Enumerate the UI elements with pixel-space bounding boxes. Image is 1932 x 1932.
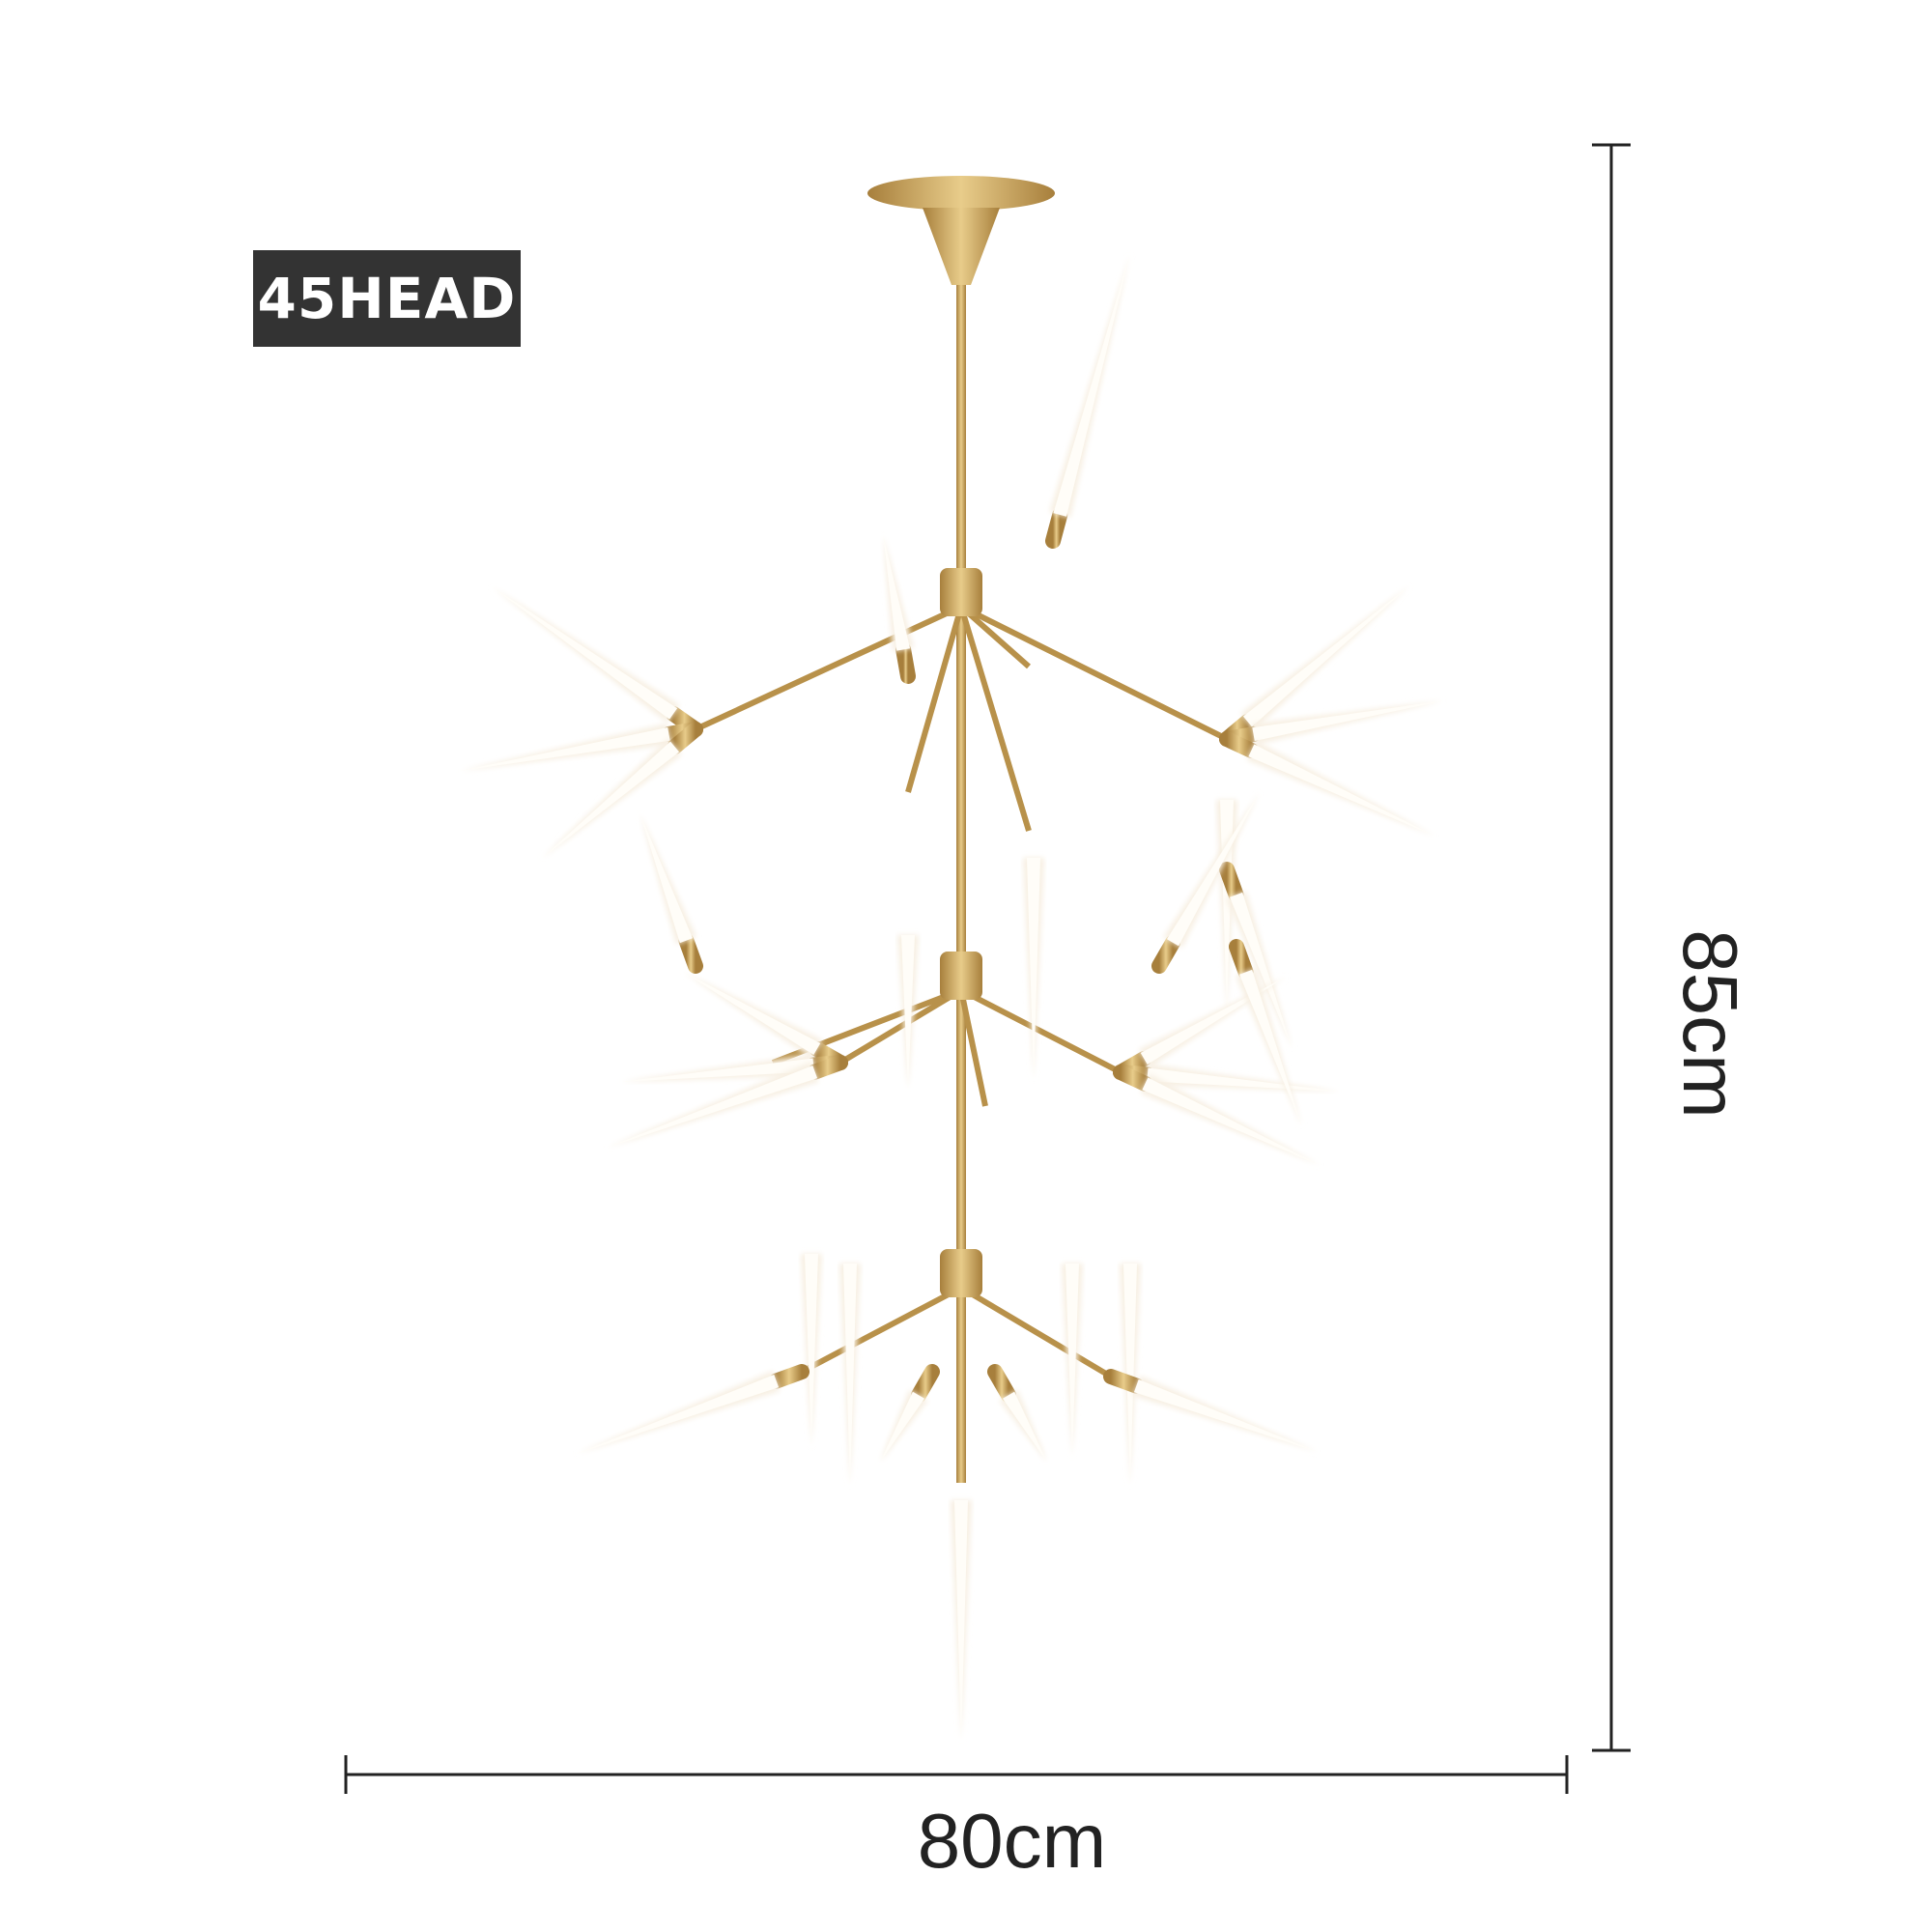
glass-bulb-core bbox=[880, 1391, 925, 1463]
width-label: 80cm bbox=[917, 1798, 1107, 1884]
glass-bulb-core bbox=[1248, 744, 1435, 837]
branch-arm bbox=[771, 987, 963, 1065]
bulb-socket bbox=[987, 1364, 1016, 1404]
bulb-socket bbox=[1113, 1065, 1153, 1092]
bulb-socket bbox=[807, 1055, 848, 1080]
glass-bulb bbox=[639, 813, 696, 945]
glass-bulb-core bbox=[576, 1374, 780, 1454]
height-dimension-line bbox=[1592, 143, 1631, 1752]
head-count-badge: 45HEAD bbox=[253, 250, 521, 347]
hub bbox=[940, 1249, 982, 1297]
glass-bulb-core bbox=[843, 1264, 857, 1486]
glass-bulb-core bbox=[541, 741, 680, 859]
glass-bulb bbox=[1251, 700, 1444, 745]
glass-bulb bbox=[576, 1371, 781, 1454]
glass-bulb bbox=[1236, 968, 1302, 1127]
bulb-socket bbox=[911, 1364, 940, 1404]
glass-bulb bbox=[459, 724, 671, 772]
glass-bulb-core bbox=[1002, 1391, 1047, 1463]
center-stem bbox=[956, 285, 966, 1483]
chandelier bbox=[459, 176, 1444, 1742]
bulb-socket bbox=[1151, 934, 1180, 974]
bulb-socket bbox=[895, 641, 916, 684]
glass-bulb-core bbox=[1147, 1067, 1341, 1092]
glass-bulb bbox=[1049, 253, 1130, 518]
width-dimension-line bbox=[344, 1755, 1569, 1794]
glass-bulb-core bbox=[954, 1500, 968, 1742]
glass-bulb-core bbox=[1166, 791, 1260, 947]
bulb-socket bbox=[678, 932, 703, 974]
bulb-socket bbox=[1229, 939, 1254, 980]
branch-arm bbox=[959, 1285, 1113, 1379]
glass-bulb-core bbox=[606, 1065, 818, 1149]
bulb-socket bbox=[768, 1364, 810, 1389]
glass-bulb-core bbox=[1242, 584, 1410, 727]
glass-bulb-core bbox=[883, 535, 911, 651]
ceiling-canopy bbox=[867, 176, 1055, 211]
bulb-socket bbox=[1045, 506, 1068, 549]
glass-bulb-core bbox=[639, 813, 694, 944]
glass-bulb-core bbox=[459, 726, 670, 772]
bulb-socket bbox=[1219, 731, 1260, 758]
bulb-socket bbox=[1219, 862, 1244, 903]
glass-bulb bbox=[620, 1054, 815, 1082]
glass-bulb-core bbox=[620, 1058, 814, 1082]
glass-bulb bbox=[1132, 1376, 1319, 1452]
hub bbox=[940, 952, 982, 1000]
glass-bulb-core bbox=[1027, 858, 1040, 1080]
branch-arm bbox=[838, 987, 963, 1065]
bulb-socket bbox=[1103, 1369, 1145, 1394]
canopy-cone bbox=[923, 208, 1000, 285]
glass-bulb-core bbox=[1065, 1264, 1079, 1457]
branch-arm bbox=[959, 604, 1031, 669]
branch-arm bbox=[959, 604, 1229, 742]
branch-arm bbox=[905, 606, 964, 793]
glass-bulb-core bbox=[805, 1254, 818, 1447]
height-label: 85cm bbox=[1667, 929, 1753, 1119]
glass-bulb bbox=[1146, 1064, 1341, 1092]
glass-bulb-core bbox=[683, 972, 821, 1056]
branch-arm bbox=[958, 989, 988, 1107]
glass-bulb-core bbox=[491, 586, 678, 720]
branch-arm bbox=[958, 606, 1032, 832]
glass-bulb-core bbox=[1142, 1077, 1321, 1166]
bulb-socket bbox=[667, 722, 703, 754]
glass-bulb bbox=[883, 535, 914, 652]
glass-bulb-core bbox=[1133, 1378, 1319, 1452]
glass-bulb-core bbox=[1238, 969, 1302, 1127]
glass-bulb bbox=[606, 1062, 819, 1149]
glass-bulb-core bbox=[1053, 253, 1130, 517]
glass-bulb-core bbox=[1229, 892, 1293, 1050]
glass-bulb-core bbox=[1252, 700, 1444, 742]
glass-bulb bbox=[1226, 891, 1293, 1050]
glass-bulb-core bbox=[901, 935, 915, 1090]
branch-arm bbox=[800, 1285, 963, 1375]
glass-bulb-core bbox=[1123, 1264, 1137, 1486]
branch-arm bbox=[694, 604, 963, 732]
hub bbox=[940, 568, 982, 616]
branch-arm bbox=[959, 987, 1122, 1075]
